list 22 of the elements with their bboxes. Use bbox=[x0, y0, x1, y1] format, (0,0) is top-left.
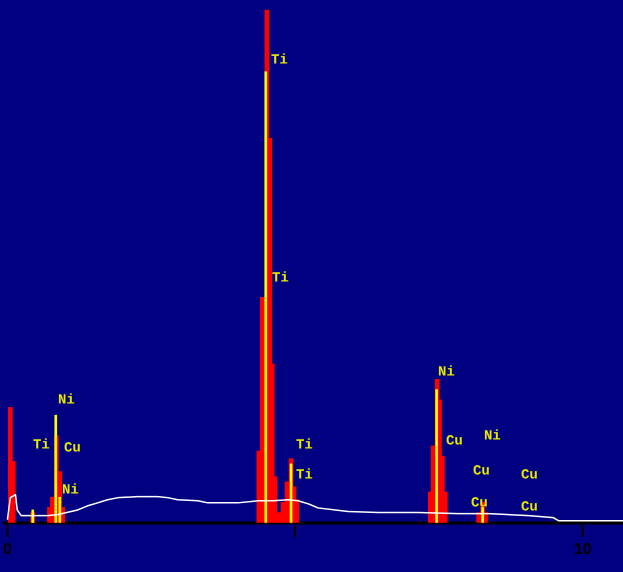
annotation: Ni bbox=[484, 428, 501, 445]
annotation: Ni bbox=[62, 482, 79, 499]
annotation: Cu bbox=[446, 434, 463, 450]
annotation: Ti bbox=[296, 468, 313, 484]
bar bbox=[290, 464, 292, 523]
bar bbox=[260, 296, 265, 523]
annotation: Ti bbox=[271, 52, 288, 69]
annotation: Ni bbox=[58, 392, 75, 409]
annotation: Ti bbox=[33, 438, 50, 454]
annotation: Cu bbox=[521, 500, 538, 516]
bar bbox=[435, 389, 438, 523]
annotation: Cu bbox=[521, 468, 538, 484]
annotation: Ni bbox=[438, 364, 455, 381]
x-tick-label: 10 bbox=[574, 540, 592, 558]
bar bbox=[264, 71, 268, 523]
bar bbox=[54, 414, 58, 523]
annotation: Cu bbox=[64, 440, 81, 457]
annotation: Cu bbox=[471, 496, 488, 512]
annotation: Ti bbox=[272, 270, 289, 287]
x-tick-label: 0 bbox=[2, 540, 12, 558]
annotation: Ti bbox=[296, 438, 313, 454]
annotation: Cu bbox=[473, 464, 490, 480]
